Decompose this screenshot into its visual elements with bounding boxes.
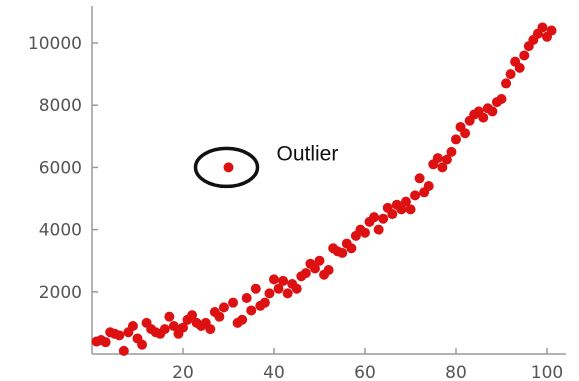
data-point — [237, 314, 248, 325]
y-tick-label: 6000 — [39, 158, 82, 178]
y-tick-label: 8000 — [39, 96, 82, 116]
data-point — [378, 213, 389, 224]
data-point — [360, 227, 370, 238]
data-point — [410, 190, 421, 201]
data-point — [537, 22, 548, 33]
data-point — [273, 283, 284, 294]
data-point — [501, 78, 512, 89]
data-point — [228, 297, 239, 308]
data-point — [218, 302, 229, 313]
data-point — [100, 337, 111, 348]
data-point — [346, 243, 357, 254]
x-axis-ticks: 20 40 60 80 100 — [172, 348, 563, 381]
data-point — [323, 265, 334, 276]
data-point — [373, 224, 384, 235]
data-point — [437, 162, 448, 173]
data-point — [396, 204, 407, 215]
data-point — [278, 275, 289, 286]
data-point — [369, 212, 380, 223]
data-point — [400, 196, 411, 207]
data-point — [414, 173, 425, 184]
y-axis-ticks: 2000 4000 6000 8000 10000 — [28, 34, 98, 303]
data-point — [118, 345, 129, 356]
data-point — [314, 255, 325, 266]
data-point — [478, 112, 489, 123]
data-point — [309, 263, 320, 274]
data-point — [187, 310, 198, 321]
x-tick-label: 60 — [354, 363, 376, 381]
data-point — [423, 181, 434, 192]
data-point — [387, 209, 398, 220]
x-tick-label: 80 — [445, 363, 467, 381]
data-point — [519, 50, 530, 61]
data-point — [137, 339, 148, 350]
data-point — [205, 324, 216, 335]
data-point — [264, 288, 275, 299]
data-point — [269, 274, 279, 285]
x-tick-label: 100 — [531, 363, 563, 381]
x-tick-label: 20 — [172, 363, 194, 381]
data-point — [223, 162, 234, 173]
data-point — [259, 297, 270, 308]
data-point — [441, 154, 452, 165]
data-point — [250, 283, 261, 294]
data-point — [291, 283, 302, 294]
data-point — [514, 62, 525, 73]
data-point — [282, 288, 293, 299]
data-point — [246, 305, 257, 316]
data-point — [405, 204, 416, 215]
data-point — [505, 69, 516, 80]
outlier-annotation: Outlier — [277, 142, 339, 165]
data-points — [91, 22, 557, 356]
data-point — [159, 324, 170, 335]
data-point — [432, 153, 443, 164]
y-tick-label: 10000 — [28, 34, 82, 54]
data-point — [114, 330, 125, 341]
data-point — [127, 321, 138, 332]
data-point — [300, 268, 311, 279]
data-point — [214, 311, 225, 322]
data-point — [451, 134, 461, 145]
data-point — [337, 247, 348, 258]
data-point — [496, 93, 507, 104]
data-point — [168, 321, 179, 332]
x-tick-label: 40 — [263, 363, 285, 381]
outlier-circle — [193, 146, 260, 189]
data-point — [241, 293, 252, 304]
y-tick-label: 2000 — [39, 283, 82, 303]
data-point — [446, 146, 457, 157]
data-point — [164, 311, 175, 322]
data-point — [487, 106, 498, 117]
data-point — [178, 322, 188, 333]
data-point — [460, 128, 471, 139]
y-tick-label: 4000 — [39, 221, 82, 241]
data-point — [546, 25, 557, 36]
